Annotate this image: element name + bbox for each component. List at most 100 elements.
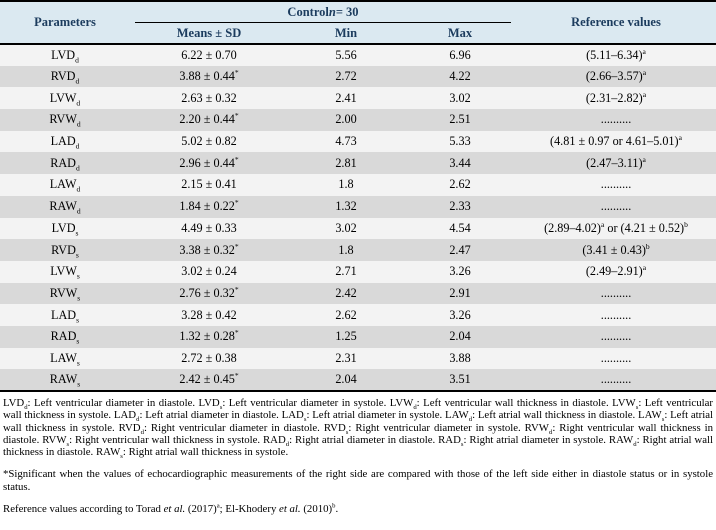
parameter-cell: LVDs — [51, 220, 79, 238]
min-cell: 3.02 — [335, 220, 357, 235]
mean-sd-cell: 3.88 ± 0.44* — [179, 67, 239, 84]
table-header: Parameters Control n = 30 Reference valu… — [0, 1, 716, 44]
parameter-cell: LAWs — [50, 350, 80, 368]
column-header-control-group: Control n = 30 — [130, 1, 516, 23]
mean-sd-cell: 3.28 ± 0.42 — [181, 307, 237, 322]
column-header-min: Min — [288, 23, 404, 44]
table-row: RVDd 3.88 ± 0.44* 2.72 4.22 (2.66–3.57)a — [0, 65, 716, 88]
mean-sd-cell: 1.84 ± 0.22* — [179, 198, 239, 214]
max-cell: 5.33 — [449, 134, 471, 149]
table-row: LAWs 2.72 ± 0.38 2.31 3.88.......... — [0, 347, 716, 370]
max-cell: 3.26 — [449, 307, 471, 322]
parameter-cell: RVDd — [50, 69, 80, 86]
min-cell: 1.25 — [335, 329, 357, 344]
parameter-cell: RADs — [50, 329, 80, 346]
table-row: LVDd 6.22 ± 0.70 5.56 6.96 (5.11–6.34)a — [0, 44, 716, 66]
min-cell: 2.72 — [335, 69, 357, 84]
parameter-cell: RAWs — [49, 372, 81, 389]
max-cell: 3.02 — [449, 90, 471, 105]
table-row: RAWs 2.42 ± 0.45* 2.04 3.51.......... — [0, 369, 716, 391]
reference-value-cell: (3.41 ± 0.43)b — [582, 241, 650, 257]
mean-sd-cell: 2.42 ± 0.45* — [179, 371, 239, 387]
reference-value-cell: .......... — [600, 329, 632, 344]
column-header-parameters: Parameters — [0, 1, 130, 44]
reference-value-cell: .......... — [600, 285, 632, 300]
significance-footnote: *Significant when the values of echocard… — [3, 468, 713, 493]
reference-value-cell: (2.31–2.82)a — [585, 89, 647, 105]
min-cell: 2.42 — [335, 285, 357, 300]
table-footnotes: LVDd: Left ventricular diameter in diast… — [0, 392, 716, 515]
table-body: LVDd 6.22 ± 0.70 5.56 6.96 (5.11–6.34)a RVDd 3… — [0, 44, 716, 391]
reference-value-cell: .......... — [600, 307, 632, 322]
table-row: RVDs 3.38 ± 0.32* 1.8 2.47 (3.41 ± 0.43)b — [0, 239, 716, 261]
max-cell: 2.04 — [449, 329, 471, 344]
mean-sd-cell: 3.38 ± 0.32* — [179, 241, 239, 257]
min-cell: 2.04 — [335, 372, 357, 387]
mean-sd-cell: 2.96 ± 0.44* — [179, 154, 239, 170]
column-header-reference-values: Reference values — [516, 1, 716, 44]
column-header-max: Max — [404, 23, 516, 44]
echocardiographic-measurements-table: Parameters Control n = 30 Reference valu… — [0, 0, 716, 392]
header-row-top: Parameters Control n = 30 Reference valu… — [0, 1, 716, 44]
mean-sd-cell: 1.32 ± 0.28* — [179, 328, 239, 344]
reference-value-cell: .......... — [600, 372, 632, 387]
mean-sd-cell: 5.02 ± 0.82 — [181, 134, 237, 149]
table-row: LADd 5.02 ± 0.82 4.73 5.33 (4.81 ± 0.97 or 4… — [0, 130, 716, 153]
mean-sd-cell: 2.20 ± 0.44* — [179, 111, 239, 127]
parameter-cell: LVWs — [50, 264, 80, 281]
min-cell: 2.41 — [335, 90, 357, 105]
column-header-means-sd: Means ± SD — [130, 23, 288, 44]
min-cell: 2.00 — [335, 112, 357, 127]
mean-sd-cell: 2.63 ± 0.32 — [181, 90, 237, 105]
reference-value-cell: (2.47–3.11)a — [586, 154, 646, 170]
table-row: LADs 3.28 ± 0.42 2.62 3.26.......... — [0, 304, 716, 326]
max-cell: 3.51 — [449, 372, 471, 387]
mean-sd-cell: 3.02 ± 0.24 — [181, 264, 237, 279]
min-cell: 1.8 — [338, 242, 354, 257]
max-cell: 3.88 — [449, 350, 471, 365]
min-cell: 2.62 — [335, 307, 357, 322]
reference-value-cell: (2.89–4.02)a or (4.21 ± 0.52)b — [544, 219, 688, 235]
parameter-cell: LADs — [51, 307, 79, 325]
min-cell: 2.71 — [335, 264, 357, 279]
parameter-cell: RVDs — [51, 242, 79, 259]
control-group-title: Control n = 30 — [135, 2, 511, 23]
max-cell: 2.33 — [449, 199, 471, 214]
min-cell: 2.31 — [335, 350, 357, 365]
parameter-cell: RVWs — [49, 285, 81, 303]
table-row: LAWd 2.15 ± 0.41 1.8 2.62.......... — [0, 174, 716, 196]
reference-value-cell: (5.11–6.34)a — [586, 46, 646, 62]
reference-value-cell: .......... — [600, 112, 632, 127]
reference-value-cell: (2.49–2.91)a — [585, 263, 647, 279]
reference-value-cell: (4.81 ± 0.97 or 4.61–5.01)a — [550, 133, 682, 149]
table-row: LVDs 4.49 ± 0.33 3.02 4.54 (2.89–4.02)a or (… — [0, 217, 716, 240]
table-row: RADd 2.96 ± 0.44* 2.81 3.44 (2.47–3.11)a — [0, 152, 716, 175]
max-cell: 3.44 — [449, 155, 471, 170]
parameter-cell: RVWd — [49, 112, 81, 129]
mean-sd-cell: 6.22 ± 0.70 — [181, 47, 237, 62]
min-cell: 5.56 — [335, 47, 357, 62]
max-cell: 2.91 — [449, 285, 471, 300]
mean-sd-cell: 4.49 ± 0.33 — [181, 220, 237, 235]
min-cell: 2.81 — [335, 155, 357, 170]
max-cell: 3.26 — [449, 264, 471, 279]
parameter-cell: LVDd — [51, 47, 79, 65]
parameter-cell: LAWd — [49, 177, 81, 194]
mean-sd-cell: 2.76 ± 0.32* — [179, 284, 239, 300]
min-cell: 1.8 — [338, 177, 354, 192]
min-cell: 1.32 — [335, 199, 357, 214]
max-cell: 4.22 — [449, 69, 471, 84]
table-row: RADs 1.32 ± 0.28* 1.25 2.04.......... — [0, 325, 716, 348]
table-row: RAWd 1.84 ± 0.22* 1.32 2.33.......... — [0, 195, 716, 218]
header-row-sub: Means ± SD Min Max — [0, 23, 716, 44]
table-row: RVWs 2.76 ± 0.32* 2.42 2.91.......... — [0, 282, 716, 305]
mean-sd-cell: 2.15 ± 0.41 — [181, 177, 237, 192]
parameter-cell: RADd — [50, 155, 80, 173]
max-cell: 2.47 — [449, 242, 471, 257]
table-row: LVWd 2.63 ± 0.32 2.41 3.02 (2.31–2.82)a — [0, 87, 716, 110]
reference-citation-footnote: Reference values according to Torad et a… — [3, 502, 339, 516]
max-cell: 6.96 — [449, 47, 471, 62]
max-cell: 2.62 — [449, 177, 471, 192]
reference-value-cell: .......... — [600, 350, 632, 365]
parameter-cell: RAWd — [49, 199, 81, 216]
